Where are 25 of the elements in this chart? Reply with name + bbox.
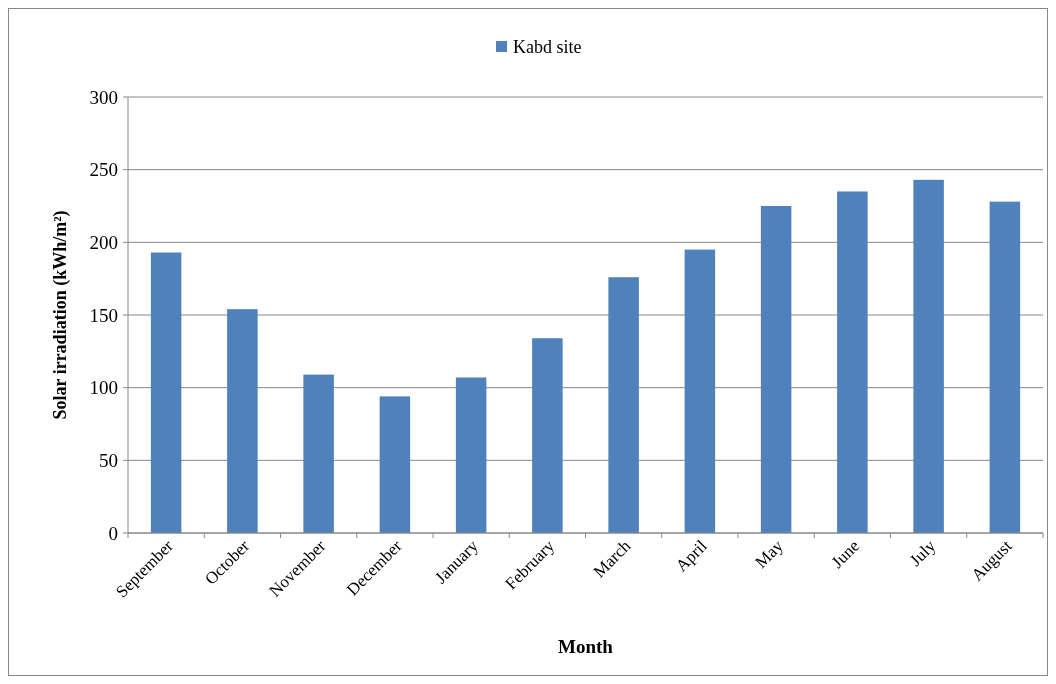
bar bbox=[303, 374, 334, 533]
x-tick-label: May bbox=[751, 536, 788, 572]
y-tick-label: 100 bbox=[89, 377, 118, 399]
y-tick-label: 50 bbox=[99, 449, 118, 471]
bar bbox=[227, 309, 258, 533]
bar bbox=[913, 179, 944, 533]
bar bbox=[608, 277, 639, 533]
bar bbox=[837, 191, 868, 533]
bar bbox=[150, 252, 182, 533]
bar bbox=[760, 206, 792, 533]
y-tick-label: 250 bbox=[89, 159, 118, 181]
bar bbox=[532, 338, 563, 533]
y-axis-title: Solar irradiation (kWh/m²) bbox=[50, 210, 71, 420]
bar bbox=[684, 249, 716, 533]
x-tick-label: July bbox=[905, 536, 940, 570]
y-tick-label: 200 bbox=[89, 231, 118, 253]
y-tick-label: 0 bbox=[108, 522, 118, 544]
y-tick-label: 300 bbox=[89, 86, 118, 108]
y-tick-label: 150 bbox=[89, 304, 118, 326]
bar bbox=[379, 396, 411, 533]
legend-label: Kabd site bbox=[513, 37, 582, 58]
x-axis-title: Month bbox=[558, 636, 614, 657]
bar bbox=[455, 377, 487, 533]
bar bbox=[989, 201, 1021, 533]
x-tick-label: June bbox=[827, 536, 864, 572]
